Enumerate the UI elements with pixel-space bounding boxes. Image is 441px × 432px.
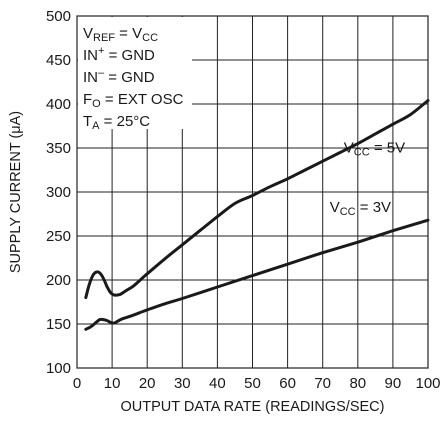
y-tick-labels: 100 150 200 250 300 350 400 450 500 bbox=[46, 8, 71, 377]
y-tick-label: 500 bbox=[46, 8, 71, 25]
x-tick-label: 0 bbox=[73, 375, 81, 392]
y-tick-label: 300 bbox=[46, 184, 71, 201]
x-axis-title: OUTPUT DATA RATE (READINGS/SEC) bbox=[121, 399, 385, 415]
series-label-vcc-3v: VCC = 3V bbox=[330, 199, 391, 218]
y-tick-label: 200 bbox=[46, 272, 71, 289]
series-line-vcc-3v bbox=[84, 218, 430, 331]
condition-line: VREF = VCC bbox=[83, 25, 158, 44]
x-tick-label: 10 bbox=[104, 375, 121, 392]
y-tick-label: 400 bbox=[46, 96, 71, 113]
plot-frame bbox=[76, 15, 429, 369]
x-tick-label: 30 bbox=[174, 375, 191, 392]
x-tick-label: 20 bbox=[139, 375, 156, 392]
x-tick-label: 50 bbox=[244, 375, 261, 392]
y-tick-label: 150 bbox=[46, 316, 71, 333]
series-line-vcc-5v bbox=[84, 99, 430, 300]
y-tick-label: 450 bbox=[46, 52, 71, 69]
x-tick-label: 80 bbox=[349, 375, 366, 392]
x-tick-label: 70 bbox=[314, 375, 331, 392]
x-tick-labels: 0 10 20 30 40 50 60 70 80 90 100 bbox=[73, 375, 441, 392]
condition-line: TA = 25°C bbox=[83, 113, 150, 132]
y-tick-label: 250 bbox=[46, 228, 71, 245]
x-tick-label: 60 bbox=[279, 375, 296, 392]
condition-line: IN– = GND bbox=[83, 67, 155, 86]
x-tick-label: 100 bbox=[415, 375, 440, 392]
series bbox=[84, 99, 430, 331]
series-label-vcc-5v: VCC = 5V bbox=[344, 139, 405, 158]
y-axis-title: SUPPLY CURRENT (μA) bbox=[8, 111, 24, 273]
condition-line: IN+ = GND bbox=[83, 45, 155, 64]
y-tick-label: 350 bbox=[46, 140, 71, 157]
y-tick-label: 100 bbox=[46, 360, 71, 377]
x-tick-label: 40 bbox=[209, 375, 226, 392]
x-tick-label: 90 bbox=[385, 375, 402, 392]
series-labels: VCC = 5V VCC = 3V bbox=[330, 139, 405, 218]
conditions-box-background bbox=[78, 17, 192, 129]
condition-line: FO = EXT OSC bbox=[83, 91, 184, 110]
